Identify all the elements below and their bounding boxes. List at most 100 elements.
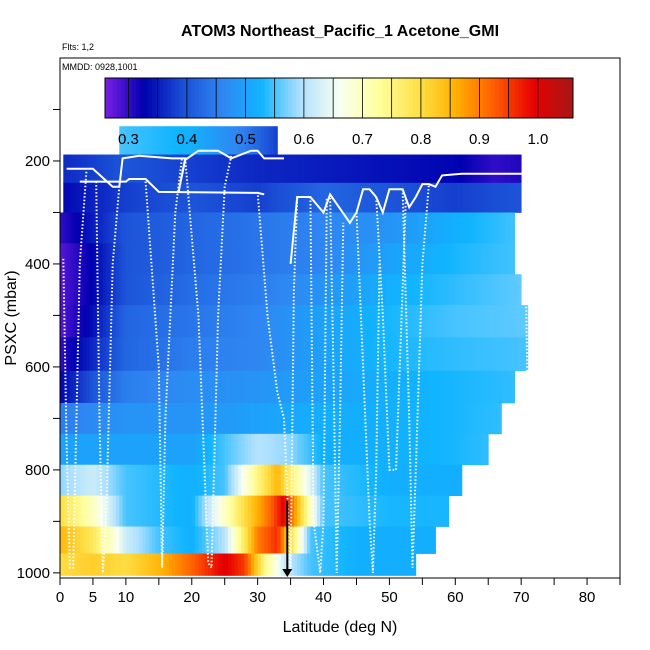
heatmap-cell	[455, 337, 459, 372]
heatmap-cell	[438, 182, 443, 213]
heatmap-cell	[320, 464, 324, 497]
heatmap-cell	[442, 182, 446, 213]
heatmap-cell	[188, 182, 193, 213]
heatmap-cell	[290, 243, 295, 275]
heatmap-cell	[119, 553, 123, 576]
heatmap-cell	[228, 212, 232, 244]
heatmap-cell	[481, 305, 486, 338]
heatmap-cell	[287, 337, 291, 372]
heatmap-cell	[277, 337, 282, 372]
heatmap-cell	[247, 126, 252, 155]
heatmap-cell	[386, 337, 390, 372]
heatmap-cell	[60, 402, 64, 435]
heatmap-cell	[353, 370, 357, 404]
colorbar-segment	[300, 78, 305, 118]
heatmap-cell	[409, 433, 413, 466]
heatmap-cell	[280, 402, 285, 435]
heatmap-cell	[300, 526, 305, 554]
heatmap-cell	[142, 126, 147, 155]
heatmap-cell	[83, 526, 87, 554]
heatmap-cell	[237, 212, 242, 244]
heatmap-cell	[241, 126, 245, 155]
heatmap-cell	[211, 526, 216, 554]
heatmap-cell	[422, 402, 427, 435]
heatmap-cell	[224, 243, 229, 275]
heatmap-cell	[69, 243, 74, 275]
flights-label: Flts: 1,2	[62, 42, 94, 52]
colorbar-segment	[569, 78, 574, 118]
heatmap-cell	[349, 433, 354, 466]
heatmap-cell	[69, 553, 74, 576]
heatmap-cell	[119, 305, 123, 338]
heatmap-cell	[201, 243, 206, 275]
heatmap-cell	[425, 243, 430, 275]
heatmap-cell	[445, 274, 450, 306]
heatmap-cell	[221, 433, 226, 466]
heatmap-cell	[152, 182, 156, 213]
heatmap-cell	[102, 464, 107, 497]
heatmap-cell	[168, 553, 173, 576]
heatmap-cell	[152, 305, 156, 338]
heatmap-cell	[181, 433, 186, 466]
heatmap-cell	[185, 337, 189, 372]
heatmap-cell	[280, 337, 285, 372]
heatmap-cell	[349, 154, 354, 184]
heatmap-cell	[158, 212, 163, 244]
heatmap-cell	[363, 274, 367, 306]
heatmap-cell	[372, 243, 377, 275]
heatmap-cell	[198, 495, 203, 527]
heatmap-cell	[293, 433, 298, 466]
heatmap-cell	[363, 182, 367, 213]
heatmap-cell	[389, 433, 394, 466]
heatmap-cell	[231, 553, 235, 576]
heatmap-cell	[102, 495, 107, 527]
heatmap-cell	[112, 182, 117, 213]
heatmap-cell	[214, 126, 219, 155]
heatmap-cell	[122, 154, 127, 184]
heatmap-cell	[191, 154, 196, 184]
heatmap-cell	[181, 402, 186, 435]
heatmap-cell	[122, 126, 127, 155]
heatmap-cell	[125, 526, 130, 554]
heatmap-cell	[379, 182, 384, 213]
heatmap-cell	[211, 305, 216, 338]
heatmap-cell	[290, 212, 295, 244]
x-tick-label: 20	[183, 589, 200, 606]
heatmap-cell	[165, 495, 170, 527]
heatmap-cell	[73, 274, 77, 306]
heatmap-cell	[488, 305, 492, 338]
heatmap-cell	[405, 553, 410, 576]
heatmap-cell	[214, 182, 219, 213]
heatmap-cell	[313, 553, 318, 576]
heatmap-cell	[63, 495, 67, 527]
heatmap-cell	[148, 370, 153, 404]
x-tick-label: 80	[579, 589, 596, 606]
heatmap-cell	[188, 337, 193, 372]
heatmap-cell	[517, 182, 522, 213]
heatmap-cell	[458, 433, 463, 466]
heatmap-cell	[284, 464, 288, 497]
heatmap-cell	[125, 182, 130, 213]
heatmap-cell	[195, 433, 199, 466]
heatmap-cell	[148, 305, 153, 338]
heatmap-cell	[372, 433, 377, 466]
colorbar-segment	[420, 78, 426, 118]
heatmap-cell	[158, 553, 163, 576]
heatmap-cell	[260, 337, 265, 372]
heatmap-cell	[208, 370, 212, 404]
heatmap-cell	[514, 182, 519, 213]
heatmap-cell	[129, 243, 133, 275]
heatmap-cell	[336, 526, 341, 554]
heatmap-cell	[399, 553, 403, 576]
colorbar-segment	[459, 78, 465, 118]
heatmap-cell	[415, 402, 420, 435]
heatmap-cell	[340, 212, 344, 244]
heatmap-cell	[320, 154, 324, 184]
heatmap-cell	[241, 464, 245, 497]
heatmap-cell	[452, 464, 456, 497]
heatmap-cell	[353, 212, 357, 244]
heatmap-cell	[254, 154, 259, 184]
heatmap-cell	[402, 182, 407, 213]
heatmap-cell	[109, 182, 114, 213]
heatmap-cell	[172, 305, 176, 338]
